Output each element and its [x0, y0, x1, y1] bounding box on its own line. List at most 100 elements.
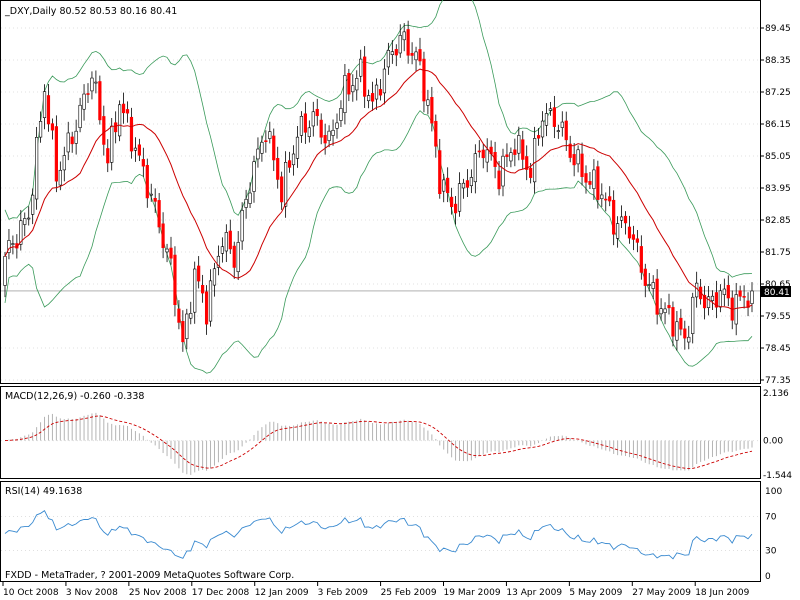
candle-body — [129, 116, 134, 152]
macd-tick-label: -1.544 — [763, 471, 792, 481]
candle-body — [548, 108, 553, 111]
price-tick-label: 77.35 — [765, 376, 791, 386]
candle-body — [204, 291, 209, 325]
candle-body — [280, 176, 284, 203]
rsi-tick-label: 100 — [765, 487, 782, 497]
candle-body — [78, 104, 82, 128]
candle-body — [517, 135, 521, 154]
candle-body — [19, 220, 23, 245]
candle-body — [738, 290, 742, 297]
candle-body — [311, 111, 315, 127]
candle-body — [627, 226, 632, 239]
price-tick-label: 87.25 — [765, 88, 791, 98]
candle-body — [58, 169, 62, 186]
rsi-line — [4, 510, 753, 560]
date-tick-label: 10 Oct 2008 — [3, 588, 59, 598]
main-panel-frame — [0, 0, 761, 384]
candle-body — [675, 321, 679, 341]
candle-body — [465, 180, 470, 188]
candle-body — [319, 119, 323, 138]
price-tag-box — [761, 286, 791, 297]
candle-body — [616, 223, 620, 239]
candle-body — [608, 196, 612, 202]
candle-body — [639, 246, 643, 273]
candle-body — [339, 108, 343, 121]
candle-body — [118, 104, 122, 137]
candle-body — [54, 126, 58, 182]
candle-body — [722, 288, 726, 295]
candle-body — [125, 109, 130, 114]
candle-body — [382, 68, 387, 94]
candle-body — [315, 108, 319, 117]
candle-body — [121, 103, 126, 114]
candle-body — [7, 240, 11, 253]
candle-body — [687, 336, 691, 343]
candle-body — [370, 93, 375, 102]
candle-body — [149, 193, 153, 196]
candle-body — [331, 129, 335, 136]
price-tick-label: 78.45 — [765, 344, 791, 354]
candle-body — [647, 284, 651, 286]
candle-body — [248, 192, 252, 204]
macd-panel-frame — [0, 386, 761, 479]
candle-body — [106, 148, 110, 164]
candle-body — [197, 265, 201, 282]
candle-body — [212, 268, 217, 286]
candle-body — [94, 81, 98, 84]
price-tick-label: 86.15 — [765, 120, 791, 130]
candle-body — [62, 155, 66, 171]
candle-body — [193, 268, 197, 313]
macd-tick-label: 0.00 — [763, 437, 783, 447]
candle-body — [631, 234, 636, 240]
price-tick-label: 83.95 — [765, 184, 791, 194]
candle-body — [201, 285, 205, 294]
candle-body — [671, 307, 675, 337]
candle-body — [374, 84, 379, 100]
candle-body — [236, 242, 240, 273]
candle-body — [560, 121, 564, 128]
date-tick-label: 12 Jan 2009 — [255, 588, 309, 598]
candle-body — [355, 78, 359, 91]
macd-title: MACD(12,26,9) -0.260 -0.338 — [5, 391, 144, 402]
candle-body — [90, 77, 94, 92]
date-tick-label: 5 May 2009 — [569, 588, 622, 598]
candle-body — [70, 136, 74, 145]
candle-body — [509, 152, 513, 162]
candle-body — [232, 245, 236, 268]
candle-body — [469, 177, 473, 187]
candle-body — [367, 95, 371, 102]
candle-body — [477, 150, 481, 153]
candle-body — [710, 295, 715, 301]
candle-body — [244, 198, 248, 208]
candle-body — [31, 194, 35, 215]
candle-body — [161, 223, 165, 249]
candle-body — [750, 290, 754, 304]
price-tick-label: 79.55 — [765, 312, 791, 322]
candle-body — [588, 181, 592, 185]
main-chart-title: _DXY,Daily 80.52 80.53 80.16 80.41 — [4, 6, 177, 17]
price-tick-label: 80.65 — [765, 280, 791, 290]
rsi-tick-label: 30 — [765, 547, 777, 557]
candle-body — [659, 308, 663, 315]
candle-body — [110, 125, 114, 163]
candle-body — [702, 294, 707, 309]
rsi-tick-label: 0 — [765, 572, 771, 582]
price-tick-label: 81.75 — [765, 248, 791, 258]
candle-body — [536, 135, 541, 139]
candle-body — [3, 256, 7, 286]
candle-body — [347, 73, 351, 95]
candle-body — [165, 248, 169, 253]
candle-body — [600, 194, 604, 200]
candle-body — [291, 153, 296, 166]
candle-body — [533, 138, 537, 183]
candle-body — [592, 169, 596, 189]
candle-body — [66, 132, 70, 153]
candle-body — [580, 153, 584, 177]
macd-tick-label: 2.136 — [763, 389, 789, 399]
candle-body — [307, 127, 311, 137]
candle-body — [169, 247, 173, 259]
candle-body — [418, 49, 422, 62]
candle-body — [505, 154, 509, 157]
candle-body — [706, 296, 711, 308]
